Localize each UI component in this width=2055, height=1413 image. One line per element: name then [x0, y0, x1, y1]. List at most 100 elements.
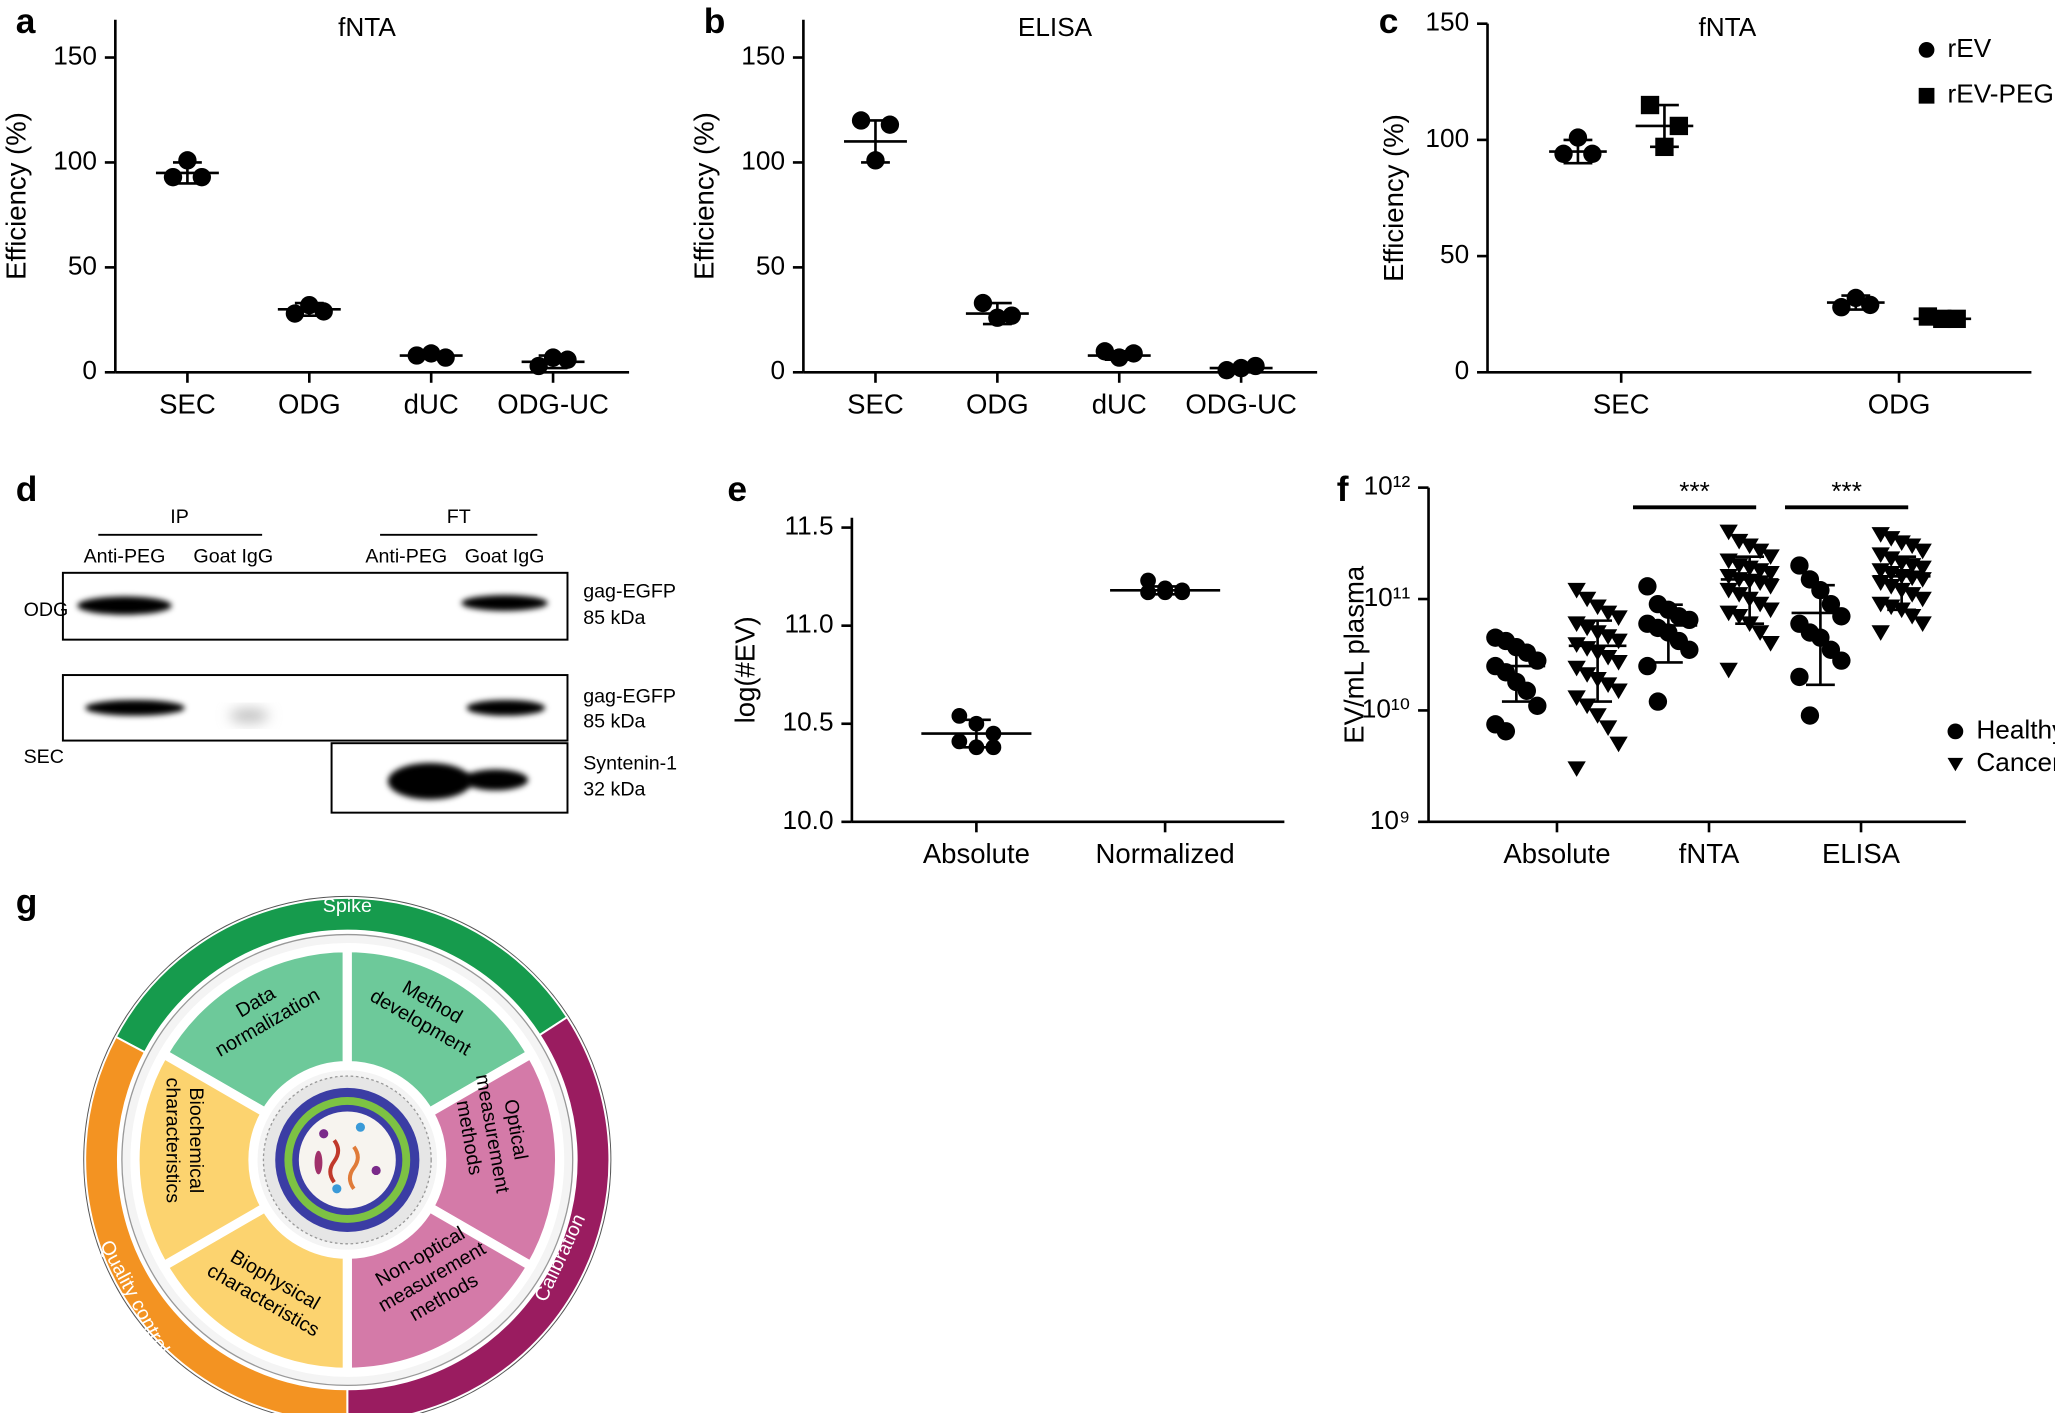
chart: f EV/mL plasma 10⁹ 10¹⁰ 10¹¹ 10¹² Absolute fNTA…: [1337, 470, 2055, 869]
panel-label: c: [1379, 2, 1399, 41]
legend-label: Cancer: [1976, 747, 2055, 777]
panel-label: f: [1337, 470, 1349, 509]
y-tick-label: 150: [1425, 7, 1469, 37]
panel-label: g: [16, 883, 38, 922]
segment-label: characteristics: [161, 1078, 183, 1204]
point: [1598, 629, 1618, 645]
chart: c fNTA Efficiency (%) 0 50 100 150 SEC ODG rEV rEV…: [1378, 2, 2054, 420]
point: [1598, 649, 1618, 666]
y-tick-label: 10⁹: [1370, 805, 1410, 835]
marker-label: gag-EGFP: [583, 686, 676, 708]
point: [1861, 295, 1880, 315]
ring-label: Spike: [323, 895, 372, 917]
y-axis-label: Efficiency (%): [689, 112, 720, 280]
point: [1918, 42, 1935, 58]
y-tick-label: 100: [741, 145, 785, 175]
row-label: SEC: [24, 746, 64, 768]
point: [1871, 625, 1890, 641]
point: [1902, 587, 1922, 603]
vesicle: [298, 1111, 396, 1209]
lane-label: Goat IgG: [193, 545, 273, 567]
point: [1638, 656, 1657, 676]
x-tick-label: SEC: [847, 389, 904, 420]
band: [77, 596, 172, 615]
x-tick-label: ODG-UC: [1185, 389, 1297, 420]
point: [1588, 708, 1607, 724]
y-tick-label: 0: [82, 355, 97, 385]
y-axis-label: Efficiency (%): [1378, 114, 1409, 282]
point: [1598, 677, 1618, 694]
point: [178, 151, 197, 170]
lane-label: Anti-PEG: [365, 545, 447, 567]
point: [1124, 344, 1143, 363]
point: [1598, 720, 1618, 736]
chart-title: fNTA: [1698, 12, 1756, 42]
outer-ring-segment: [84, 1035, 349, 1413]
lane-label: Goat IgG: [465, 545, 545, 567]
point: [1609, 610, 1628, 626]
x-tick-label: ELISA: [1822, 838, 1901, 869]
band: [461, 595, 548, 611]
point: [1554, 144, 1573, 164]
marker-label: 85 kDa: [583, 710, 645, 732]
inner-segment: [158, 943, 352, 1118]
point: [1140, 584, 1156, 601]
band: [387, 762, 472, 800]
inner-segment: [424, 1049, 565, 1271]
point: [1832, 607, 1851, 626]
panel-label: a: [16, 2, 36, 41]
point: [1800, 706, 1820, 725]
x-tick-label: dUC: [1092, 389, 1147, 420]
y-axis-label: EV/mL plasma: [1339, 565, 1370, 744]
y-tick-label: 11.0: [784, 609, 833, 639]
point: [1761, 566, 1780, 582]
point: [1496, 722, 1516, 741]
point: [285, 304, 305, 323]
point: [1871, 547, 1890, 563]
y-tick-label: 10¹⁰: [1362, 693, 1410, 723]
x-tick-label: fNTA: [1679, 838, 1740, 869]
band: [462, 769, 529, 791]
lane-label: Anti-PEG: [84, 545, 166, 567]
point: [558, 350, 577, 369]
x-tick-label: SEC: [1593, 389, 1650, 420]
inner-segment: [342, 943, 536, 1118]
point: [1761, 549, 1780, 565]
x-tick-label: Absolute: [923, 838, 1030, 869]
point: [1729, 608, 1749, 625]
point: [1947, 723, 1964, 740]
point: [1729, 587, 1749, 603]
point: [1567, 660, 1586, 677]
x-tick-label: ODG: [1868, 389, 1931, 420]
vesicle-cargo: [328, 1139, 341, 1184]
x-tick-label: ODG-UC: [497, 389, 609, 420]
point: [985, 739, 1002, 756]
point: [1761, 636, 1780, 652]
point: [1913, 543, 1932, 560]
outer-ring-segment: [346, 1015, 611, 1413]
point: [1740, 538, 1759, 555]
band: [229, 709, 269, 723]
point: [880, 115, 900, 134]
legend-label: rEV: [1948, 33, 1992, 63]
point: [1913, 591, 1932, 608]
point: [314, 302, 333, 321]
point: [1750, 596, 1770, 613]
y-tick-label: 0: [1455, 355, 1470, 385]
point: [1609, 736, 1628, 753]
x-tick-label: ODG: [278, 389, 341, 420]
point: [1947, 757, 1964, 772]
inner-segment: [158, 1202, 352, 1377]
y-tick-label: 50: [756, 250, 785, 280]
inner-segment: [130, 1049, 271, 1271]
point: [1609, 633, 1628, 650]
y-tick-label: 50: [1440, 239, 1469, 269]
point: [1528, 696, 1547, 715]
point: [1902, 608, 1922, 625]
y-axis-label: Efficiency (%): [1, 112, 32, 280]
point: [1002, 306, 1021, 325]
point: [1913, 616, 1932, 633]
point: [1567, 582, 1586, 599]
vesicle-cargo: [332, 1184, 342, 1194]
